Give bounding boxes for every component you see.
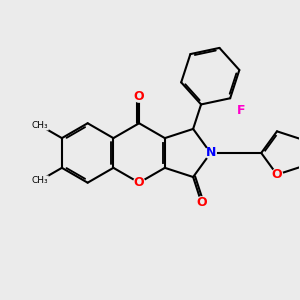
Circle shape bbox=[196, 197, 207, 208]
Text: O: O bbox=[134, 176, 144, 189]
Circle shape bbox=[205, 147, 216, 159]
Circle shape bbox=[134, 177, 145, 188]
Circle shape bbox=[236, 105, 247, 116]
Circle shape bbox=[134, 91, 145, 102]
Text: O: O bbox=[272, 168, 282, 181]
Text: O: O bbox=[196, 196, 207, 209]
Text: O: O bbox=[134, 90, 144, 103]
Text: CH₃: CH₃ bbox=[32, 176, 48, 185]
Text: CH₃: CH₃ bbox=[32, 121, 48, 130]
Text: F: F bbox=[237, 104, 245, 117]
Text: N: N bbox=[206, 146, 216, 160]
Circle shape bbox=[271, 169, 283, 180]
